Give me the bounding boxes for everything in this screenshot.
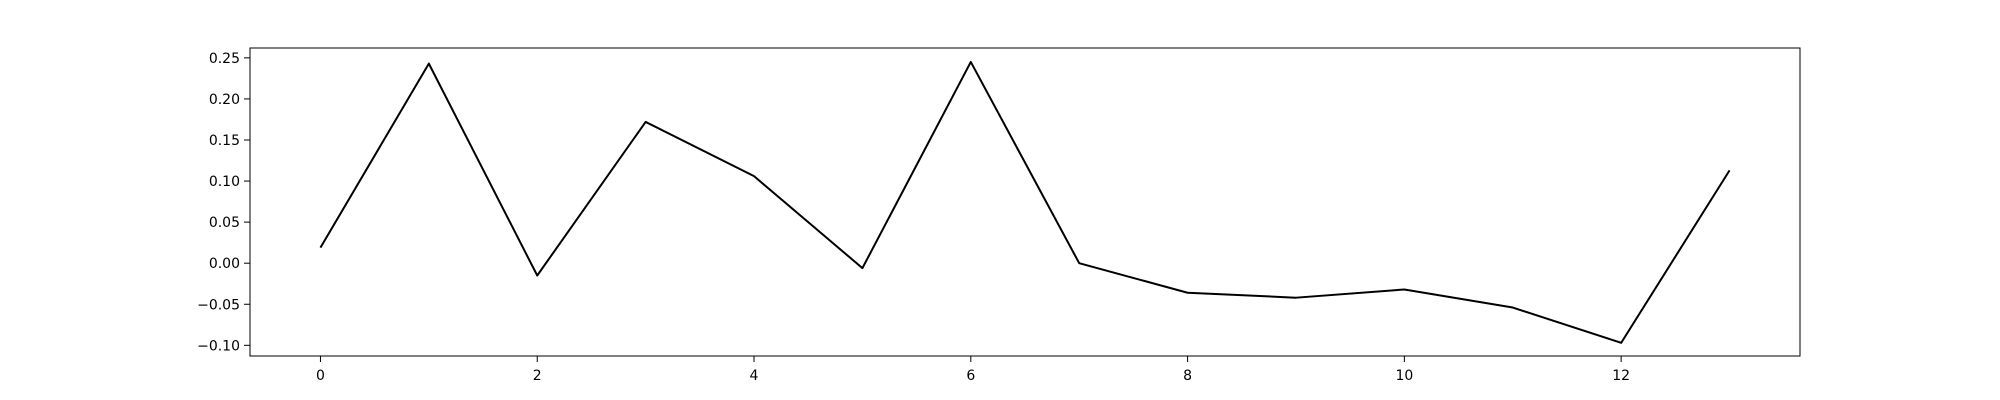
y-tick-label: −0.05 — [197, 297, 240, 313]
x-tick-label: 0 — [316, 368, 325, 384]
y-tick-label: −0.10 — [197, 338, 240, 354]
y-tick-label: 0.15 — [209, 133, 240, 149]
series-layer — [319, 60, 1731, 344]
y-tick-label: 0.25 — [209, 51, 240, 67]
x-tick-label: 10 — [1395, 368, 1413, 384]
x-tick-label: 4 — [750, 368, 759, 384]
plot-area — [249, 47, 1801, 357]
series-line-0 — [319, 60, 1731, 344]
x-tick-label: 8 — [1183, 368, 1192, 384]
y-axis: −0.10 −0.05 0.00 0.05 0.10 0.15 0.20 0.25 — [197, 51, 250, 354]
x-axis: 0 2 4 6 8 10 12 — [316, 356, 1630, 384]
y-tick-label: 0.05 — [209, 215, 240, 231]
x-tick-label: 2 — [533, 368, 542, 384]
y-tick-label: 0.20 — [209, 92, 240, 108]
x-tick-label: 12 — [1612, 368, 1630, 384]
y-tick-label: 0.00 — [209, 256, 240, 272]
x-tick-label: 6 — [966, 368, 975, 384]
y-tick-label: 0.10 — [209, 174, 240, 190]
